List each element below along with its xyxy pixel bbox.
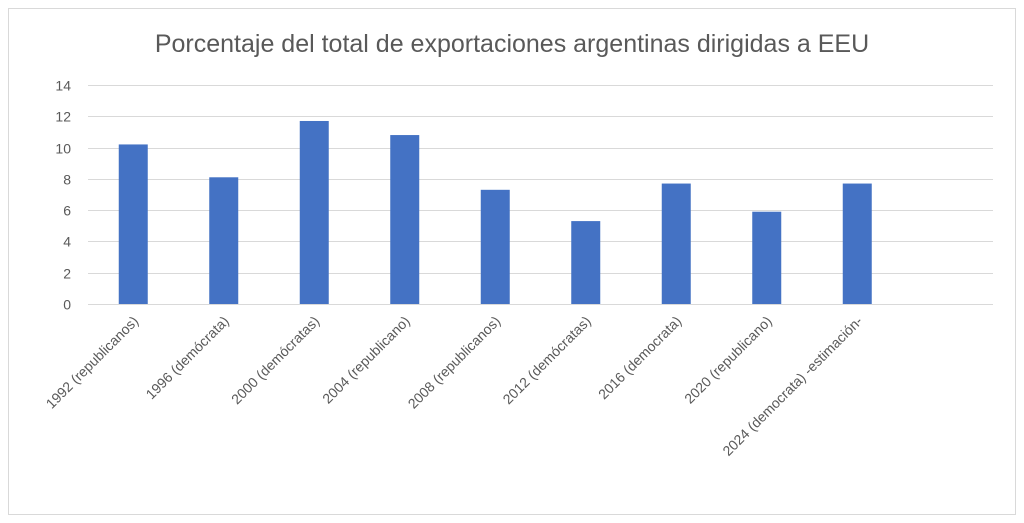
gridlines: [88, 85, 993, 305]
bar: [571, 221, 601, 304]
bars: [118, 120, 872, 304]
y-tick-label: 6: [63, 203, 71, 219]
bar: [118, 144, 148, 304]
y-tick-label: 12: [55, 109, 71, 125]
chart-title: Porcentaje del total de exportaciones ar…: [155, 30, 869, 58]
bar: [299, 120, 329, 304]
y-tick-label: 4: [63, 234, 71, 250]
y-tick-label: 14: [55, 78, 71, 94]
bar: [842, 183, 872, 304]
y-axis-ticks: 0 2 4 6 8 10 12 14: [55, 78, 71, 313]
bar: [661, 183, 691, 304]
y-tick-label: 2: [63, 266, 71, 282]
bar: [390, 135, 420, 304]
y-tick-label: 10: [55, 141, 71, 157]
bar: [209, 177, 239, 304]
y-tick-label: 0: [63, 297, 71, 313]
bar: [480, 189, 510, 304]
y-tick-label: 8: [63, 172, 71, 188]
bar: [752, 211, 782, 304]
